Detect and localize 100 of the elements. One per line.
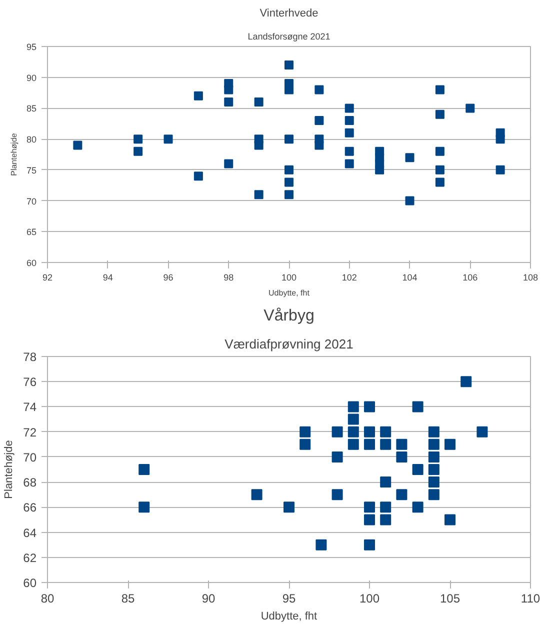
point [194,91,203,100]
point [428,476,440,488]
point [284,178,294,187]
point [316,539,327,550]
point [344,128,354,138]
point [344,159,354,168]
point [224,159,234,168]
y-tick-label: 65 [26,227,37,238]
x-tick-label: 98 [224,272,234,282]
point [348,426,359,438]
x-tick-label: 100 [359,592,380,606]
point [412,464,424,475]
chart-subtitle: Landsforsøgne 2021 [248,32,330,42]
point [428,464,440,475]
point [344,104,354,113]
point [344,116,354,126]
point [164,134,173,144]
x-tick-label: 96 [163,272,174,282]
point [284,502,294,513]
point [332,451,343,462]
point [380,502,392,513]
chart-title: Vinterhvede [260,8,318,20]
point [435,146,444,156]
point [348,438,359,450]
point [428,438,440,450]
point [364,401,375,412]
x-tick-label: 94 [102,272,113,282]
y-tick-label: 80 [26,134,37,145]
chart-title: Vårbyg [264,308,314,324]
point [476,426,488,438]
point [314,140,324,150]
y-tick-label: 60 [23,576,37,590]
point [428,451,440,462]
y-tick-label: 60 [26,258,37,268]
point [428,489,440,500]
x-tick-label: 100 [281,272,297,282]
y-tick-label: 85 [26,104,37,114]
point [134,146,143,156]
point [428,426,440,438]
point [460,376,472,388]
point [138,502,150,513]
point [364,539,375,550]
point [435,165,444,174]
y-axis-title: Plantehøjde [3,440,16,499]
point [364,514,375,526]
point [380,426,392,438]
y-tick-label: 68 [23,476,37,490]
point [435,178,444,187]
point [380,514,392,526]
point [396,489,408,500]
point [194,172,203,181]
y-tick-label: 72 [23,425,37,440]
point [435,85,444,94]
point [380,438,392,450]
y-axis-title: Plantehøjde [9,132,18,176]
point [344,146,354,156]
y-tick-label: 90 [26,72,37,83]
point [412,502,424,513]
chart-subtitle: Værdiafprøvning 2021 [224,336,354,352]
point [496,134,505,144]
point [314,116,324,126]
point [364,502,375,513]
y-tick-label: 75 [26,165,37,176]
x-tick-label: 102 [342,272,357,282]
point [332,426,343,438]
y-tick-label: 95 [26,42,37,52]
x-tick-label: 106 [462,272,478,282]
point [254,140,264,150]
y-tick-label: 62 [23,550,37,565]
x-tick-label: 110 [520,592,540,606]
y-tick-label: 74 [23,400,37,414]
x-tick-label: 104 [402,272,418,282]
y-tick-label: 66 [23,500,37,515]
point [300,438,311,450]
point [251,489,262,500]
point [466,104,475,113]
point [364,438,375,450]
point [444,514,456,526]
point [396,438,408,450]
y-tick-label: 70 [26,196,37,206]
x-tick-label: 95 [282,592,296,606]
point [138,464,150,475]
point [134,134,143,144]
point [444,438,456,450]
point [284,134,294,144]
point [332,489,343,500]
point [412,401,424,412]
x-axis-title: Udbytte, fht [268,288,310,298]
x-tick-label: 105 [440,592,460,606]
point [284,165,294,174]
point [405,196,414,206]
x-tick-label: 90 [202,592,216,606]
point [224,85,234,94]
point [254,190,264,200]
y-tick-label: 70 [23,450,37,464]
point [405,153,414,162]
point [314,85,324,94]
point [375,165,384,174]
point [254,98,264,107]
y-tick-label: 78 [23,350,37,364]
